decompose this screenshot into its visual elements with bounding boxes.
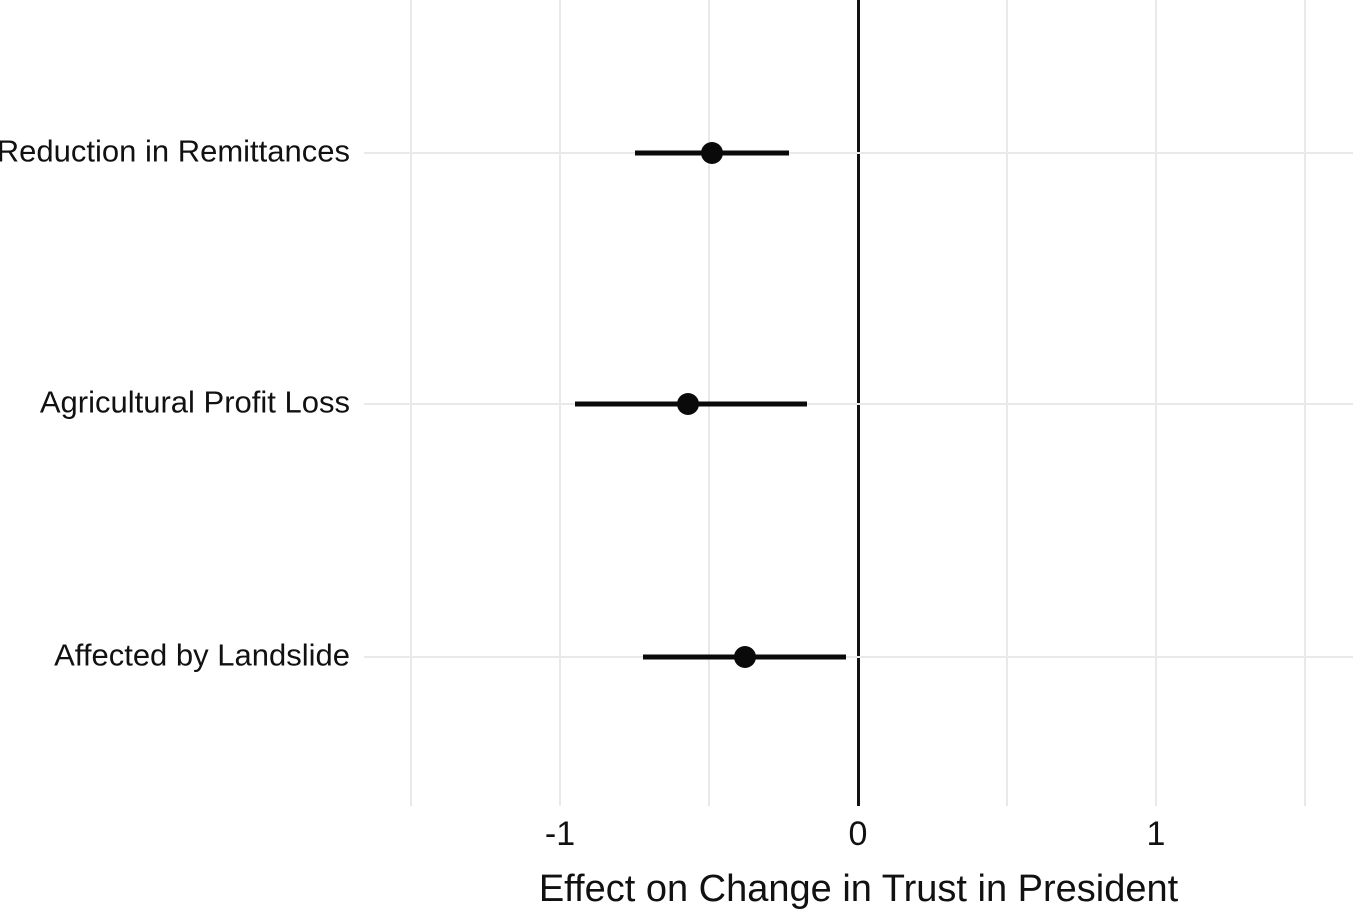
point-estimate bbox=[733, 646, 756, 668]
category-label: Reduction in Remittances bbox=[0, 133, 350, 169]
category-label: Agricultural Profit Loss bbox=[39, 384, 350, 420]
x-tick-label: 1 bbox=[1146, 815, 1166, 853]
h-gridline bbox=[364, 152, 1353, 154]
point-estimate bbox=[677, 393, 700, 415]
x-axis-title: Effect on Change in Trust in President bbox=[538, 868, 1179, 910]
point-estimate bbox=[700, 142, 723, 164]
category-label: Affected by Landslide bbox=[54, 637, 350, 673]
x-tick-label: -1 bbox=[544, 815, 576, 853]
x-tick-label: 0 bbox=[848, 815, 868, 853]
h-gridline bbox=[364, 656, 1353, 658]
h-gridline bbox=[364, 403, 1353, 405]
